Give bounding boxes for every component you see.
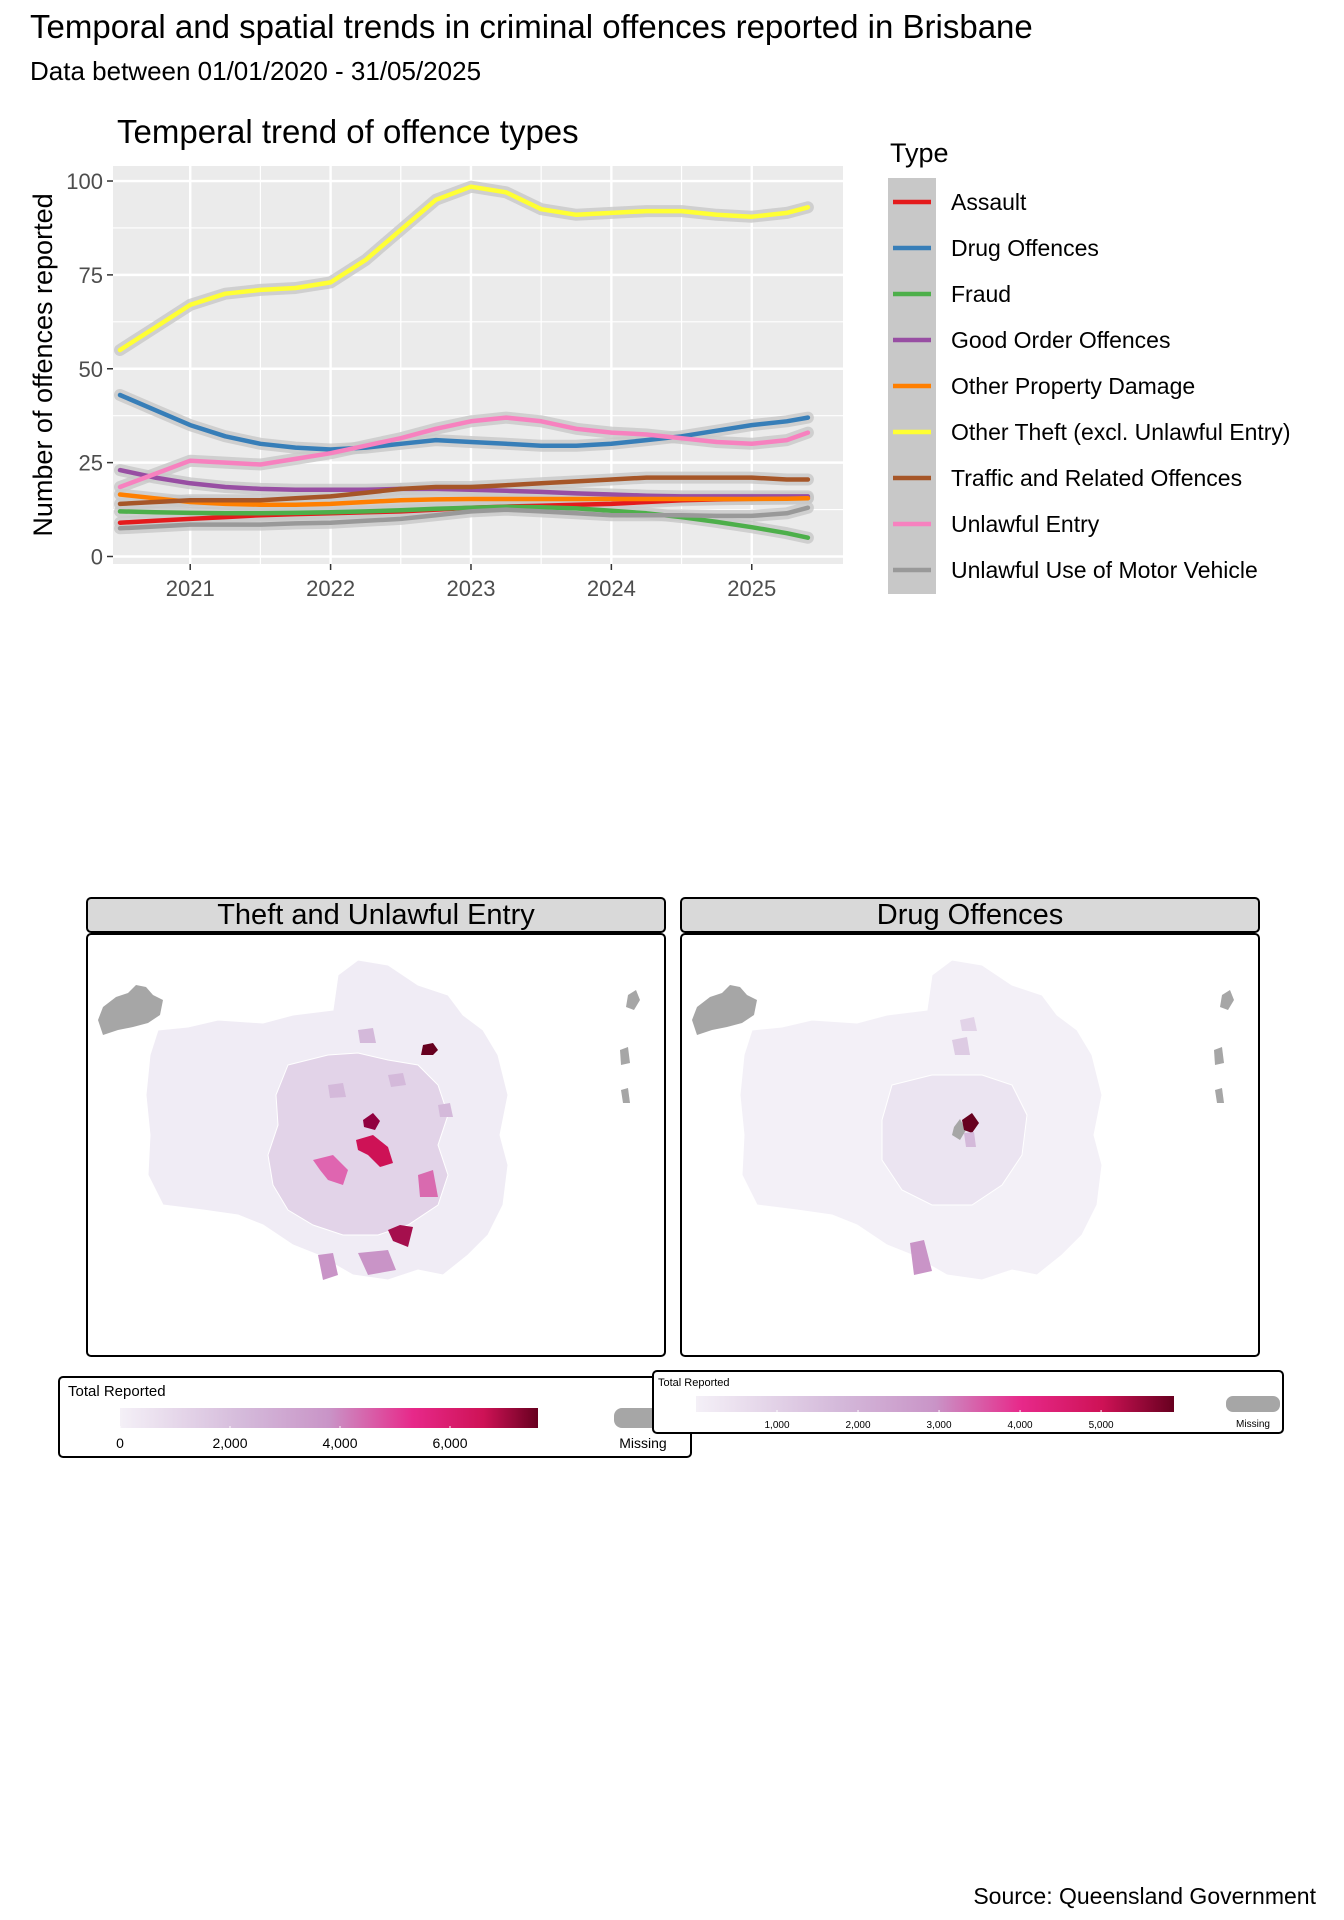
hotspot-region: [313, 1155, 348, 1185]
medium-region: [910, 1240, 932, 1275]
y-tick-label: 50: [79, 357, 103, 382]
medium-region: [960, 1017, 977, 1031]
missing-island: [626, 990, 640, 1010]
missing-region: [952, 1119, 966, 1140]
legend-label: Fraud: [951, 281, 1011, 307]
legend-title: Type: [890, 138, 949, 168]
map-legend-drug-svg: Total Reported 1,000 2,000 3,000 4,000 5,000…: [658, 1377, 1280, 1431]
legend-tick-label: 5,000: [1089, 1420, 1114, 1431]
series-line-other-theft-excl-unlawful-entry-: [117, 184, 811, 353]
legend-tick-label: 0: [116, 1435, 124, 1451]
legend-label: Drug Offences: [951, 235, 1099, 261]
series-line-fraud: [117, 504, 811, 540]
map-panel-theft: [86, 933, 666, 1357]
hotspot-region: [388, 1225, 413, 1247]
y-tick-label: 0: [91, 544, 103, 569]
legend-label: Unlawful Entry: [951, 511, 1100, 537]
medium-region: [318, 1253, 338, 1280]
hotspot-region: [363, 1113, 380, 1130]
legend-ticks: 0 2,000 4,000 6,000: [116, 1426, 468, 1451]
choropleth-map-theft: [98, 959, 640, 1281]
medium-region: [388, 1073, 406, 1087]
map-legend-drug: Total Reported 1,000 2,000 3,000 4,000 5,000…: [652, 1370, 1284, 1434]
legend-tick-label: 4,000: [1008, 1420, 1033, 1431]
series-line-other-property-damage: [117, 492, 811, 507]
y-tick-label: 25: [79, 451, 103, 476]
choropleth-map-drug: [692, 959, 1234, 1281]
legend: Assault Drug Offences Fraud Good Order Offe…: [888, 178, 1291, 594]
medium-region: [358, 1028, 376, 1043]
legend-tick-label: 1,000: [765, 1420, 790, 1431]
series-line-unlawful-entry: [117, 415, 811, 490]
map-panel-drug: [680, 933, 1260, 1357]
series-line-drug-offences: [117, 392, 811, 452]
color-bar: [696, 1396, 1174, 1412]
x-tick-label: 2021: [166, 576, 215, 601]
page-subtitle: Data between 01/01/2020 - 31/05/2025: [30, 56, 482, 86]
y-tick-label: 75: [79, 263, 103, 288]
legend-label: Other Property Damage: [951, 373, 1195, 399]
missing-island: [1220, 990, 1234, 1010]
x-tick-label: 2024: [587, 576, 636, 601]
x-tick-label: 2025: [727, 576, 776, 601]
medium-region: [438, 1103, 453, 1117]
missing-region: [98, 985, 163, 1035]
medium-region: [358, 1250, 396, 1275]
y-tick-label: 100: [66, 169, 103, 194]
series-line-good-order-offences: [117, 467, 811, 499]
legend-label: Unlawful Use of Motor Vehicle: [951, 557, 1258, 583]
page-title: Temporal and spatial trends in criminal …: [30, 8, 1033, 45]
medium-region: [964, 1132, 976, 1147]
series-lines: [114, 180, 814, 544]
legend-label: Good Order Offences: [951, 327, 1170, 353]
legend-tick-label: 3,000: [927, 1420, 952, 1431]
legend-tick-label: 2,000: [212, 1435, 247, 1451]
series-line-unlawful-use-of-motor-vehicle: [117, 505, 811, 531]
missing-island: [621, 1088, 630, 1103]
map-inner-region: [881, 1074, 1028, 1206]
legend-label: Traffic and Related Offences: [951, 465, 1242, 491]
missing-label: Missing: [1236, 1419, 1270, 1430]
legend-label: Assault: [951, 189, 1027, 215]
hotspot-region: [418, 1170, 438, 1197]
x-tick-label: 2023: [447, 576, 496, 601]
source-note: Source: Queensland Government: [973, 1883, 1316, 1909]
x-tick-label: 2022: [306, 576, 355, 601]
legend-title: Total Reported: [68, 1383, 166, 1400]
map-strip-drug: Drug Offences: [680, 897, 1260, 933]
missing-label: Missing: [619, 1435, 666, 1451]
medium-region: [328, 1083, 346, 1098]
legend-ticks: 1,000 2,000 3,000 4,000 5,000: [765, 1410, 1114, 1431]
legend-tick-label: 2,000: [846, 1420, 871, 1431]
trend-chart: Temperal trend of offence types 0 25 50 75 1…: [28, 113, 1291, 601]
axes: 0 25 50 75 100 2021 2022 2023 2024 2025: [66, 169, 776, 601]
hotspot-region: [962, 1113, 979, 1133]
map-legend-theft-svg: Total Reported 0 2,000 4,000 6,000 Missing: [68, 1383, 672, 1451]
missing-region: [692, 985, 757, 1035]
series-line-traffic-and-related-offences: [117, 475, 811, 507]
map-legend-theft: Total Reported 0 2,000 4,000 6,000 Missing: [58, 1376, 692, 1458]
missing-island: [1214, 1047, 1224, 1065]
legend-tick-label: 6,000: [432, 1435, 467, 1451]
legend-label: Other Theft (excl. Unlawful Entry): [951, 419, 1291, 445]
chart-title: Temperal trend of offence types: [117, 113, 579, 150]
medium-region: [952, 1037, 970, 1055]
missing-island: [1215, 1088, 1224, 1103]
y-axis-label: Number of offences reported: [28, 193, 58, 536]
color-bar: [120, 1408, 538, 1428]
map-strip-theft: Theft and Unlawful Entry: [86, 897, 666, 933]
missing-swatch: [1226, 1396, 1280, 1412]
legend-title: Total Reported: [658, 1377, 730, 1389]
hotspot-region: [356, 1135, 393, 1167]
missing-island: [620, 1047, 630, 1065]
legend-tick-label: 4,000: [322, 1435, 357, 1451]
hotspot-region: [421, 1043, 438, 1055]
